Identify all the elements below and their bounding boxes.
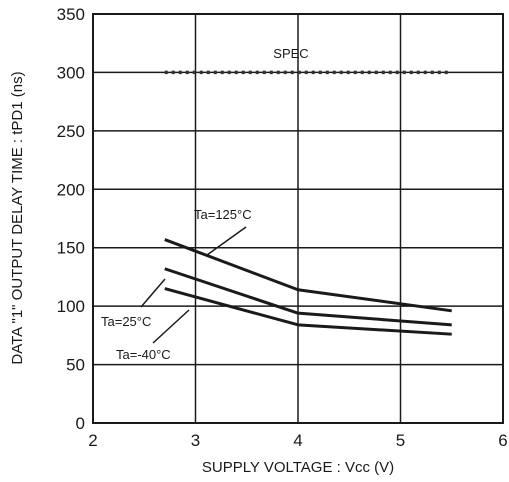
y-tick-label: 100 bbox=[57, 297, 85, 316]
label-ta-125: Ta=125°C bbox=[194, 207, 252, 222]
series-line-1 bbox=[164, 267, 452, 327]
y-tick-label: 200 bbox=[57, 180, 85, 199]
y-axis-title: DATA "1" OUTPUT DELAY TIME : tPD1 (ns) bbox=[9, 71, 26, 364]
x-axis-title: SUPPLY VOLTAGE : Vcc (V) bbox=[202, 459, 394, 476]
leader-ta-25 bbox=[140, 278, 166, 308]
spec-label: SPEC bbox=[273, 46, 308, 61]
x-tick-label: 4 bbox=[293, 431, 302, 450]
x-tick-label: 3 bbox=[191, 431, 200, 450]
y-tick-label: 150 bbox=[57, 239, 85, 258]
series-lines bbox=[164, 238, 452, 336]
plot-frame bbox=[92, 13, 504, 424]
leader-ta-minus-40 bbox=[152, 309, 190, 344]
label-ta-25: Ta=25°C bbox=[101, 314, 151, 329]
x-tick-label: 5 bbox=[396, 431, 405, 450]
y-tick-label: 300 bbox=[57, 63, 85, 82]
series-line-0 bbox=[164, 238, 452, 313]
y-tick-label: 350 bbox=[57, 5, 85, 24]
x-tick-label: 2 bbox=[88, 431, 97, 450]
x-tick-label: 6 bbox=[498, 431, 507, 450]
y-tick-label: 250 bbox=[57, 122, 85, 141]
y-tick-label: 0 bbox=[76, 414, 85, 433]
series-line-2 bbox=[164, 287, 452, 336]
y-tick-labels: 0 50 100 150 200 250 300 350 bbox=[57, 5, 85, 433]
series-annotations: Ta=125°C Ta=25°C Ta=-40°C bbox=[101, 207, 252, 362]
leader-ta-125 bbox=[206, 226, 247, 256]
x-tick-labels: 2 3 4 5 6 bbox=[88, 431, 507, 450]
y-tick-label: 50 bbox=[66, 356, 85, 375]
label-ta-minus-40: Ta=-40°C bbox=[116, 347, 171, 362]
